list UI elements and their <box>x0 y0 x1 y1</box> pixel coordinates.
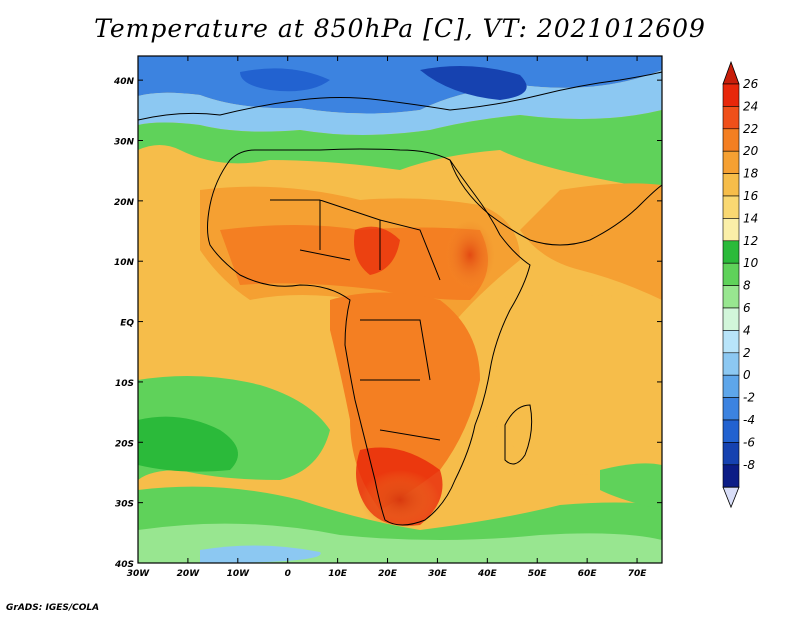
colorbar-level-label: 20 <box>743 144 759 158</box>
colorbar-level-label: 6 <box>743 301 751 315</box>
colorbar-swatch <box>722 397 740 421</box>
colorbar-level-label: -4 <box>743 413 755 427</box>
lat-tick-label: EQ <box>120 319 134 329</box>
colorbar-swatch <box>722 419 740 443</box>
colorbar-swatch <box>722 195 740 219</box>
colorbar-swatch <box>722 285 740 309</box>
colorbar-level-label: 8 <box>743 279 751 293</box>
lon-tick-label: 50E <box>528 569 548 579</box>
colorbar-swatch <box>722 128 740 152</box>
latitude-ticks: 40N 30N 20N 10N EQ 10S 20S 30S 40S <box>113 77 662 570</box>
colorbar-swatch <box>722 240 740 264</box>
lat-tick-label: 40S <box>114 560 134 570</box>
colorbar-swatch <box>722 150 740 174</box>
lon-tick-label: 20W <box>177 569 201 579</box>
colorbar-swatch <box>722 330 740 354</box>
lon-tick-label: 30E <box>428 569 448 579</box>
lon-tick-label: 10W <box>227 569 251 579</box>
colorbar-swatch <box>722 173 740 197</box>
lat-tick-label: 20N <box>114 198 135 208</box>
colorbar-level-label: 24 <box>743 99 758 113</box>
lat-tick-label: 20S <box>115 439 134 449</box>
colorbar-swatch <box>722 262 740 286</box>
colorbar-swatch <box>722 442 740 466</box>
colorbar-swatch <box>722 374 740 398</box>
colorbar-level-label: 4 <box>743 323 751 337</box>
lon-tick-label: 60E <box>578 569 598 579</box>
colorbar-bottom-arrow <box>722 486 740 509</box>
colorbar-swatch <box>722 464 740 488</box>
temperature-field <box>138 56 662 563</box>
colorbar-swatch <box>722 83 740 107</box>
colorbar-level-label: 16 <box>743 189 759 203</box>
colorbar-level-label: 2 <box>743 346 751 360</box>
colorbar-level-label: 12 <box>743 234 758 248</box>
colorbar-swatch <box>722 218 740 242</box>
lon-tick-label: 10E <box>328 569 348 579</box>
lat-tick-label: 10N <box>114 258 135 268</box>
lon-tick-label: 40E <box>477 569 498 579</box>
colorbar-swatch <box>722 106 740 130</box>
plot-frame <box>137 55 663 564</box>
lat-tick-label: 10S <box>115 379 134 389</box>
colorbar-level-label: 0 <box>743 368 751 382</box>
colorbar-level-label: 26 <box>743 77 759 91</box>
colorbar-level-label: 10 <box>743 256 759 270</box>
colorbar-level-label: 22 <box>743 122 758 136</box>
colorbar-level-label: -8 <box>743 458 755 472</box>
lon-tick-label: 20E <box>378 569 398 579</box>
colorbar-level-label: 14 <box>743 211 758 225</box>
colorbar-swatch <box>722 352 740 376</box>
lat-tick-label: 30N <box>114 138 135 148</box>
lon-tick-label: 70E <box>628 569 648 579</box>
colorbar-level-label: -2 <box>743 391 755 405</box>
longitude-ticks: 30W 20W 10W 0 10E 20E 30E 40E 50E 60E 70E <box>127 56 647 579</box>
lat-tick-label: 40N <box>113 77 135 87</box>
colorbar-level-label: 18 <box>743 167 759 181</box>
colorbar-level-label: -6 <box>743 435 755 449</box>
map-title: Temperature at 850hPa [C], VT: 202101260… <box>94 14 706 43</box>
colorbar-swatch <box>722 307 740 331</box>
credit-label: GrADS: IGES/COLA <box>6 603 100 613</box>
lon-tick-label: 30W <box>127 569 151 579</box>
lat-tick-label: 30S <box>115 500 134 510</box>
lon-tick-label: 0 <box>285 569 291 579</box>
coastline-outlines <box>138 71 662 526</box>
colorbar-top-arrow <box>722 60 740 85</box>
